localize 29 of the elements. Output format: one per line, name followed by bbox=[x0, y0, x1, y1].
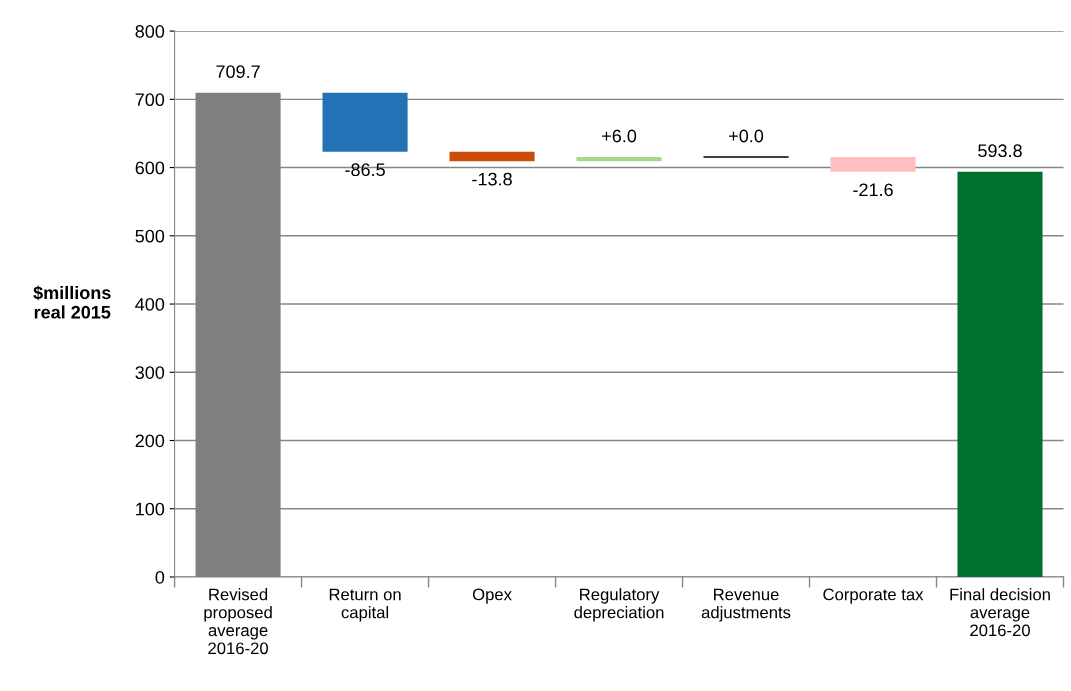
data-label: -21.6 bbox=[853, 183, 893, 197]
y-axis-title: $millions real 2015 bbox=[33, 285, 111, 319]
data-label: 593.8 bbox=[978, 144, 1022, 158]
data-label: -86.5 bbox=[345, 163, 385, 177]
y-tick-label: 400 bbox=[135, 297, 165, 311]
x-tick-label: Corporate tax bbox=[823, 588, 924, 604]
y-tick-label: 600 bbox=[135, 161, 165, 175]
bar bbox=[830, 157, 916, 172]
data-label: -13.8 bbox=[472, 172, 512, 186]
bar bbox=[449, 151, 535, 162]
data-label: +0.0 bbox=[729, 129, 764, 143]
data-label: +6.0 bbox=[602, 129, 637, 143]
y-tick-label: 200 bbox=[135, 434, 165, 448]
y-tick-label: 700 bbox=[135, 93, 165, 107]
x-tick-label: Revenue adjustments bbox=[701, 588, 791, 622]
bar bbox=[957, 171, 1043, 577]
data-label: 709.7 bbox=[216, 65, 260, 79]
y-tick-label: 300 bbox=[135, 366, 165, 379]
x-tick-label: Final decision average 2016-20 bbox=[950, 588, 1050, 637]
y-tick-label: 800 bbox=[135, 25, 165, 38]
y-tick-label: 500 bbox=[135, 229, 165, 243]
x-tick-label: Regulatory depreciation bbox=[574, 588, 664, 622]
x-tick-label: Return on capital bbox=[329, 588, 401, 622]
y-tick-label: 0 bbox=[155, 570, 165, 584]
bar bbox=[576, 157, 662, 162]
x-tick-label: Revised proposed average 2016-20 bbox=[204, 588, 272, 655]
bar bbox=[322, 92, 408, 152]
x-tick-label: Opex bbox=[472, 588, 512, 604]
y-tick-label: 100 bbox=[136, 502, 165, 516]
